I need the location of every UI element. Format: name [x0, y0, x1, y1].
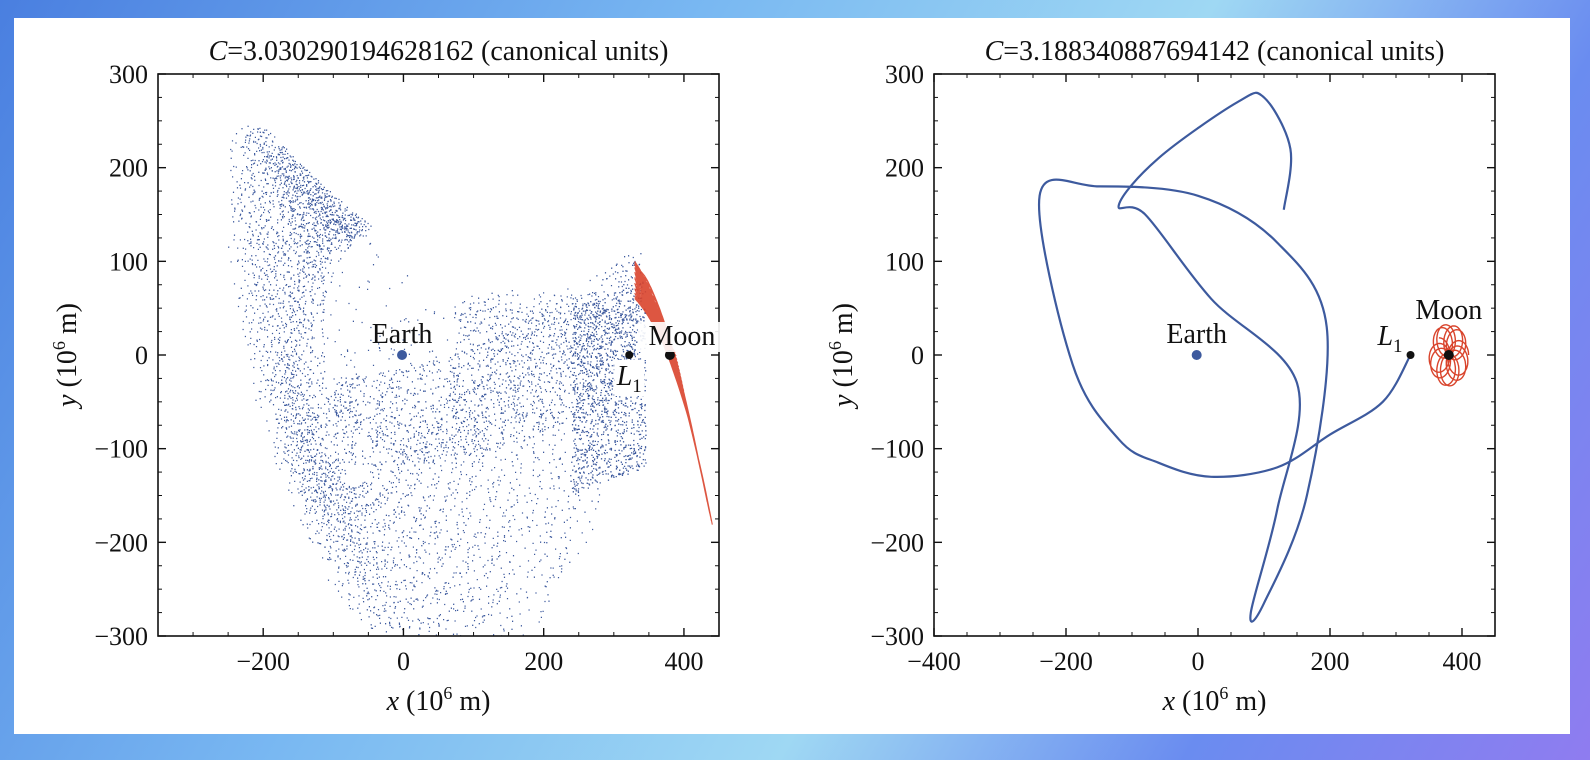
series-earth-trajectory	[1037, 91, 1412, 623]
y-axis-unit: m)	[828, 303, 859, 341]
y-tick-label: −100	[94, 435, 148, 464]
earth-marker	[1191, 350, 1202, 360]
l1-label-sub: 1	[1393, 336, 1403, 357]
x-tick-label: 400	[1443, 647, 1482, 676]
series-earth-manifold	[228, 125, 647, 636]
x-axis-base: (10	[1175, 686, 1219, 717]
l1-marker	[625, 351, 634, 359]
x-tick-label: 200	[1311, 647, 1350, 676]
x-tick-label: −200	[236, 647, 290, 676]
title-units: (canonical units)	[474, 36, 668, 67]
earth-label: Earth	[372, 319, 433, 350]
title-symbol: C	[209, 36, 228, 67]
y-tick-label: 300	[109, 60, 148, 89]
earth-label: Earth	[1166, 319, 1227, 350]
x-tick-label: −200	[1039, 647, 1093, 676]
x-tick-label: 0	[397, 647, 410, 676]
y-tick-label: −300	[94, 622, 148, 651]
title-symbol: C	[985, 36, 1004, 67]
y-axis-unit: m)	[52, 303, 83, 341]
earth-trajectory-line	[1037, 91, 1412, 623]
x-axis-var: x	[386, 686, 400, 717]
earth-label-name: Earth	[372, 319, 433, 350]
moon-branch-fan	[634, 261, 713, 525]
plot-area	[1037, 91, 1470, 623]
y-tick-label: 100	[109, 247, 148, 276]
right-chart: −400 −200 0 200 400 −300 −200 −100 0 100 200 300 C=3…	[825, 36, 1496, 717]
y-axis-exp: 6	[49, 341, 69, 350]
y-tick-label: 200	[109, 154, 148, 183]
y-tick-label: 100	[885, 247, 924, 276]
y-axis-var: y	[828, 394, 859, 410]
earth-branch-dots	[228, 125, 647, 636]
l1-label-name: L	[1376, 321, 1393, 352]
x-axis-exp: 6	[443, 683, 452, 703]
x-axis-unit: m)	[452, 686, 490, 717]
y-axis-var: y	[52, 394, 83, 410]
moon-label-bg	[637, 322, 722, 352]
moon-label-name: Moon	[1415, 295, 1482, 326]
y-axis-base: (10	[52, 350, 83, 394]
left-chart: −200 0 200 400 −300 −200 −100 0 100 200 300 C=3.030…	[49, 36, 722, 717]
x-axis-label: x (106 m)	[386, 683, 491, 717]
x-axis-var: x	[1162, 686, 1176, 717]
y-tick-label: 0	[135, 341, 148, 370]
x-axis-unit: m)	[1228, 686, 1266, 717]
moon-label: Moon	[1415, 295, 1482, 326]
l1-label-bg	[614, 360, 645, 396]
l1-marker	[1406, 351, 1415, 359]
moon-label: Moon	[648, 321, 715, 352]
y-tick-label: 200	[885, 154, 924, 183]
y-tick-label: 0	[911, 341, 924, 370]
y-axis-label: y (106 m)	[825, 303, 859, 410]
y-axis-base: (10	[828, 350, 859, 394]
chart-title: C=3.030290194628162 (canonical units)	[209, 36, 669, 67]
l1-label-sub: 1	[632, 376, 642, 397]
moon-marker	[1443, 350, 1454, 360]
x-tick-label: 400	[664, 647, 703, 676]
x-tick-label: −400	[907, 647, 961, 676]
earth-marker	[397, 350, 408, 360]
moon-marker	[664, 350, 675, 360]
x-tick-label: 200	[524, 647, 563, 676]
y-tick-label: −300	[870, 622, 924, 651]
y-axis-exp: 6	[825, 341, 845, 350]
title-value: =3.188340887694142	[1003, 36, 1250, 67]
y-tick-label: −200	[870, 528, 924, 557]
y-tick-label: −100	[870, 435, 924, 464]
l1-label-name: L	[616, 361, 633, 392]
figure-canvas: −200 0 200 400−300−200−1000100200300C=3.030…	[49, 36, 1496, 717]
l1-label: L1	[616, 361, 642, 397]
y-tick-label: 300	[885, 60, 924, 89]
earth-label-name: Earth	[1166, 319, 1227, 350]
l1-label: L1	[1376, 321, 1402, 357]
x-axis-exp: 6	[1219, 683, 1228, 703]
title-units: (canonical units)	[1250, 36, 1444, 67]
x-axis-base: (10	[399, 686, 443, 717]
series-moon-manifold	[634, 261, 713, 525]
moon-label-name: Moon	[648, 321, 715, 352]
x-tick-label: 0	[1192, 647, 1205, 676]
y-tick-label: −200	[94, 528, 148, 557]
x-axis-label: x (106 m)	[1162, 683, 1267, 717]
title-value: =3.030290194628162	[227, 36, 474, 67]
y-axis-label: y (106 m)	[49, 303, 83, 410]
figure-panel: −200 0 200 400 −300 −200 −100 0 100 200 300 C=3.030…	[14, 18, 1570, 734]
chart-title: C=3.188340887694142 (canonical units)	[985, 36, 1445, 67]
